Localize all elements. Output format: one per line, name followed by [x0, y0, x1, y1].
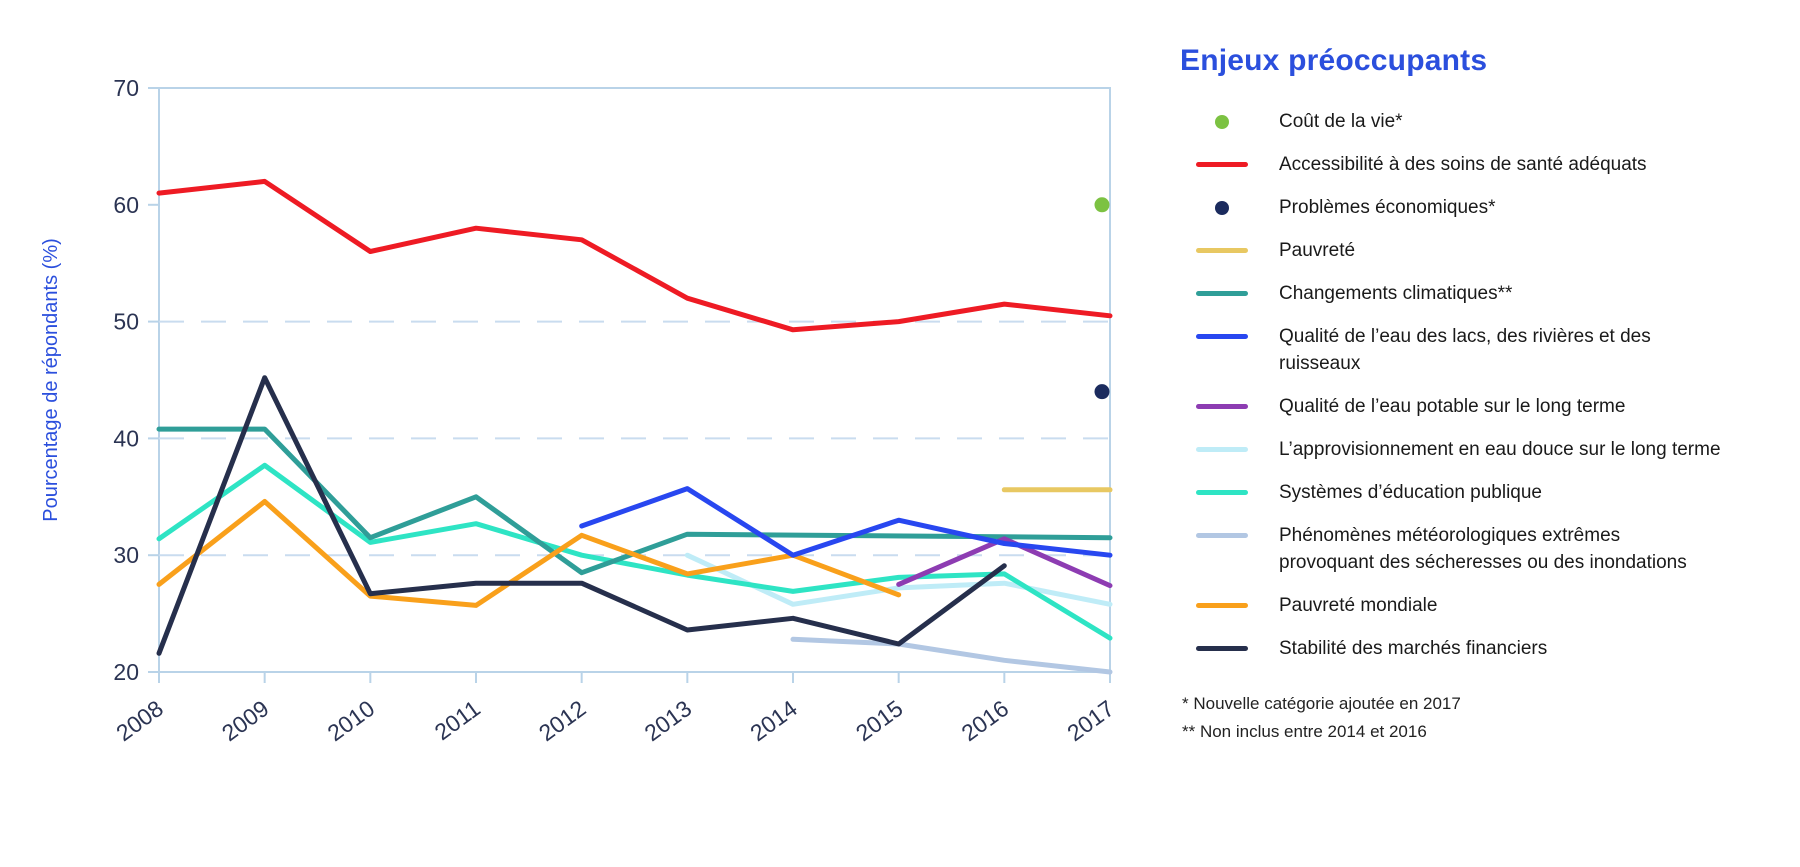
legend-item-label: Problèmes économiques* [1279, 197, 1496, 218]
legend-line-swatch [1196, 436, 1248, 452]
legend-line-swatch [1196, 237, 1248, 253]
x-tick-label-2014: 2014 [745, 695, 802, 746]
y-tick-label-40: 40 [113, 425, 139, 451]
legend-item: Problèmes économiques* [1180, 194, 1755, 221]
legend-line-swatch [1196, 393, 1248, 409]
x-tick-label-2013: 2013 [640, 695, 697, 746]
x-tick-label-2015: 2015 [851, 695, 908, 746]
legend-line-swatch [1196, 522, 1248, 538]
y-axis-title: Pourcentage de répondants (%) [40, 238, 62, 522]
legend-item: Pauvreté [1180, 237, 1755, 264]
legend-item-label: Phénomènes météorologiques extrêmes prov… [1279, 525, 1687, 573]
footnote-new-category: * Nouvelle catégorie ajoutée en 2017 [1182, 694, 1461, 713]
x-tick-label-2012: 2012 [534, 695, 591, 746]
series-line-qualit-de-l-eau-des-lacs-des-rivi-res-et [579, 486, 1113, 558]
data-point-probl-mes-conomiques [1094, 384, 1110, 400]
legend-item-label: Accessibilité à des soins de santé adéqu… [1279, 154, 1647, 175]
legend-line-swatch [1196, 592, 1248, 608]
legend-item: Stabilité des marchés financiers [1180, 635, 1755, 662]
legend-item-label: Coût de la vie* [1279, 111, 1403, 132]
legend-item-label: Stabilité des marchés financiers [1279, 638, 1548, 659]
series-line-pauvret-mondiale [156, 499, 902, 608]
legend-line-swatch [1196, 151, 1248, 167]
x-tick-label-2010: 2010 [323, 695, 380, 746]
legend-footnotes: * Nouvelle catégorie ajoutée en 2017 ** … [1182, 690, 1755, 746]
y-tick-label-30: 30 [113, 542, 139, 568]
legend-line-swatch [1196, 635, 1248, 651]
legend-item: Coût de la vie* [1180, 108, 1755, 135]
legend-item: Accessibilité à des soins de santé adéqu… [1180, 151, 1755, 178]
x-tick-label-2016: 2016 [957, 695, 1014, 746]
y-tick-label-70: 70 [113, 75, 139, 101]
legend-line-swatch [1196, 280, 1248, 296]
legend-item-label: Qualité de l’eau des lacs, des rivières … [1279, 326, 1651, 374]
legend-item-label: Pauvreté mondiale [1279, 595, 1438, 616]
legend-item-label: Qualité de l’eau potable sur le long ter… [1279, 396, 1626, 417]
legend-item-label: Changements climatiques** [1279, 283, 1513, 304]
series-line-stabilit-des-march-s-financiers [156, 375, 1007, 656]
data-point-co-t-de-la-vie [1094, 197, 1110, 213]
y-tick-label-20: 20 [113, 659, 139, 685]
plot-border [158, 87, 1111, 673]
series-line-ph-nom-nes-m-t-orologiques-extr-mes-prov [790, 636, 1113, 675]
series-line-qualit-de-l-eau-potable-sur-le-long-term [896, 536, 1113, 589]
legend-item: Phénomènes météorologiques extrêmes prov… [1180, 522, 1755, 576]
y-tick-label-50: 50 [113, 309, 139, 335]
legend-item: Changements climatiques** [1180, 280, 1755, 307]
legend-item: Pauvreté mondiale [1180, 592, 1755, 619]
line-chart: 20 30 40 50 60 70 2008 2009 2010 2011 2012 2013 2014… [40, 75, 1119, 746]
x-tick-label-2008: 2008 [111, 695, 168, 746]
series-line-changements-climatiques [156, 426, 1113, 576]
legend-dot-swatch [1196, 108, 1248, 129]
legend-item-label: L’approvisionnement en eau douce sur le … [1279, 439, 1721, 460]
legend-dot-swatch [1196, 194, 1248, 215]
legend-title: Enjeux préoccupants [1180, 44, 1488, 77]
series-line-accessibilit-des-soins-de-sant-ad-quats [156, 178, 1113, 333]
legend-rows: Coût de la vie* Accessibilité à des soins… [1180, 108, 1755, 662]
legend-item: Qualité de l’eau potable sur le long ter… [1180, 393, 1755, 420]
series-line-syst-mes-d-ducation-publique [156, 462, 1113, 641]
legend-line-swatch [1196, 323, 1248, 339]
footnote-not-included: ** Non inclus entre 2014 et 2016 [1182, 722, 1427, 741]
x-tick-label-2011: 2011 [430, 695, 485, 745]
legend-item-label: Pauvreté [1279, 240, 1356, 261]
y-tick-label-60: 60 [113, 192, 139, 218]
x-tick-label-2009: 2009 [217, 695, 274, 746]
legend-line-swatch [1196, 479, 1248, 495]
legend-item-label: Systèmes d’éducation publique [1279, 482, 1543, 503]
legend-item: L’approvisionnement en eau douce sur le … [1180, 436, 1755, 463]
legend-item: Systèmes d’éducation publique [1180, 479, 1755, 506]
legend-item: Qualité de l’eau des lacs, des rivières … [1180, 323, 1755, 377]
x-tick-label-2017: 2017 [1062, 695, 1119, 746]
legend-panel: Enjeux préoccupants Coût de la vie* Acces… [1180, 44, 1755, 746]
